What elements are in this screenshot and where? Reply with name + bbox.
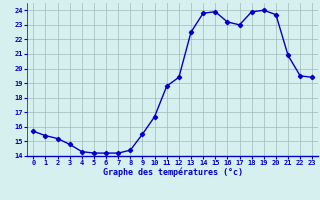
X-axis label: Graphe des températures (°c): Graphe des températures (°c) [103, 168, 243, 177]
